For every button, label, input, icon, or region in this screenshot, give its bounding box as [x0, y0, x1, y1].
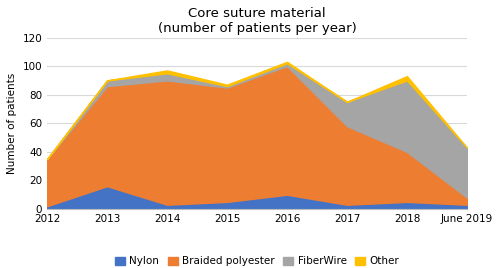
- Y-axis label: Number of patients: Number of patients: [7, 73, 17, 174]
- Title: Core suture material
(number of patients per year): Core suture material (number of patients…: [158, 7, 356, 35]
- Legend: Nylon, Braided polyester, FiberWire, Other: Nylon, Braided polyester, FiberWire, Oth…: [110, 252, 404, 268]
